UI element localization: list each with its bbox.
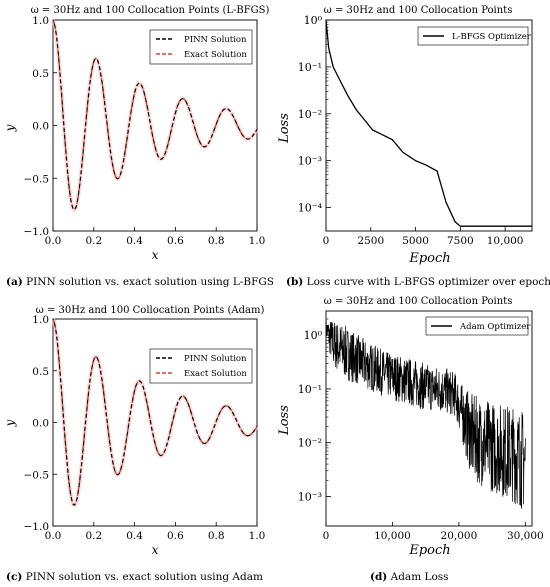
x-tick-label: 0.6 bbox=[167, 530, 184, 542]
panel-c-ylabel: y bbox=[3, 419, 17, 427]
x-tick-label: 0.6 bbox=[167, 235, 184, 247]
x-tick-label: 0.8 bbox=[208, 235, 225, 247]
y-tick-label: −0.5 bbox=[24, 469, 50, 481]
x-tick-label: 0 bbox=[323, 235, 330, 247]
series-adam-optimizer bbox=[325, 320, 526, 509]
x-tick-label: 10,000 bbox=[374, 530, 411, 542]
panel-a-xlabel: x bbox=[152, 248, 159, 262]
x-tick-label: 30,000 bbox=[507, 530, 544, 542]
x-tick-label: 0.8 bbox=[208, 530, 225, 542]
x-tick-label: 0.2 bbox=[85, 235, 102, 247]
y-tick-label: −1.0 bbox=[24, 521, 50, 533]
y-tick-label: 0.5 bbox=[32, 366, 49, 378]
panel-d-title: ω = 30Hz and 100 Collocation Points bbox=[324, 296, 513, 307]
x-tick-label: 0.0 bbox=[45, 530, 62, 542]
x-tick-label: 1.0 bbox=[249, 235, 266, 247]
panel-b-ylabel: Loss bbox=[277, 113, 292, 144]
x-tick-label: 0.4 bbox=[126, 530, 143, 542]
panel-d-legend: Adam Optimizer bbox=[425, 316, 531, 336]
y-tick-label: −1.0 bbox=[24, 226, 50, 238]
x-tick-label: 7500 bbox=[447, 235, 474, 247]
x-tick-label: 5000 bbox=[402, 235, 429, 247]
caption-c: (c) PINN solution vs. exact solution usi… bbox=[6, 571, 263, 583]
legend-label-exact: Exact Solution bbox=[184, 50, 247, 60]
legend-label-exact-c: Exact Solution bbox=[184, 369, 247, 379]
series-exact-solution bbox=[52, 318, 258, 506]
y-tick-label: 10⁻² bbox=[298, 108, 322, 121]
y-tick-label: 0.0 bbox=[32, 418, 49, 430]
x-tick-label: 0.4 bbox=[126, 235, 143, 247]
x-tick-label: 0 bbox=[323, 530, 330, 542]
y-tick-label: 1.0 bbox=[32, 15, 49, 27]
panel-c-title: ω = 30Hz and 100 Collocation Points (Ada… bbox=[36, 305, 265, 316]
panel-c-xlabel: x bbox=[152, 543, 159, 557]
panel-a-title: ω = 30Hz and 100 Collocation Points (L-B… bbox=[31, 5, 270, 16]
panel-b-legend: L-BFGS Optimizer bbox=[417, 26, 532, 46]
y-tick-label: 10⁻³ bbox=[298, 155, 322, 168]
x-tick-label: 0.0 bbox=[45, 235, 62, 247]
x-tick-label: 20,000 bbox=[441, 530, 478, 542]
panel-d-frame bbox=[325, 310, 533, 527]
panel-a-legend: PINN Solution Exact Solution bbox=[149, 29, 253, 65]
y-tick-label: −0.5 bbox=[24, 173, 50, 185]
panel-b: ω = 30Hz and 100 Collocation Points 10⁰ 1… bbox=[277, 5, 533, 266]
legend-label-pinn: PINN Solution bbox=[184, 35, 247, 45]
series-shadow bbox=[51, 317, 259, 507]
x-tick-label: 0.2 bbox=[85, 530, 102, 542]
caption-d: (d) Adam Loss bbox=[370, 571, 449, 583]
panel-d: ω = 30Hz and 100 Collocation Points 10⁰ 1… bbox=[277, 296, 544, 558]
panel-b-frame bbox=[325, 19, 533, 232]
panel-d-xlabel: Epoch bbox=[408, 543, 450, 558]
panel-a: ω = 30Hz and 100 Collocation Points (L-B… bbox=[3, 5, 269, 262]
y-tick-label: 10⁻² bbox=[298, 437, 322, 450]
x-tick-label: 1.0 bbox=[249, 530, 266, 542]
panel-b-xlabel: Epoch bbox=[408, 251, 450, 266]
y-tick-label: 10⁰ bbox=[304, 14, 323, 27]
panel-c-legend: PINN Solution Exact Solution bbox=[149, 348, 253, 384]
y-tick-label: 10⁻¹ bbox=[298, 383, 322, 396]
series-pinn-solution bbox=[52, 318, 258, 506]
y-tick-label: 0.5 bbox=[32, 68, 49, 80]
legend-label-adam: Adam Optimizer bbox=[459, 322, 531, 332]
x-tick-label: 2500 bbox=[357, 235, 384, 247]
panel-d-ylabel: Loss bbox=[277, 405, 292, 436]
series-pinn-solution bbox=[52, 19, 258, 211]
legend-label-lbfgs: L-BFGS Optimizer bbox=[452, 32, 532, 42]
caption-a: (a) PINN solution vs. exact solution usi… bbox=[6, 276, 274, 288]
y-tick-label: 1.0 bbox=[32, 314, 49, 326]
panel-a-ylabel: y bbox=[3, 124, 17, 132]
caption-b: (b) Loss curve with L-BFGS optimizer ove… bbox=[286, 276, 550, 288]
x-tick-label: 10,000 bbox=[487, 235, 524, 247]
y-tick-label: 10⁻⁴ bbox=[298, 202, 323, 215]
y-tick-label: 0.0 bbox=[32, 121, 49, 133]
legend-label-pinn-c: PINN Solution bbox=[184, 354, 247, 364]
y-tick-label: 10⁰ bbox=[304, 329, 323, 342]
y-tick-label: 10⁻¹ bbox=[298, 61, 322, 74]
panel-c: ω = 30Hz and 100 Collocation Points (Ada… bbox=[3, 305, 265, 557]
panel-b-title: ω = 30Hz and 100 Collocation Points bbox=[324, 5, 513, 16]
series-lbfgs-optimizer bbox=[325, 19, 532, 227]
y-tick-label: 10⁻³ bbox=[298, 490, 322, 503]
